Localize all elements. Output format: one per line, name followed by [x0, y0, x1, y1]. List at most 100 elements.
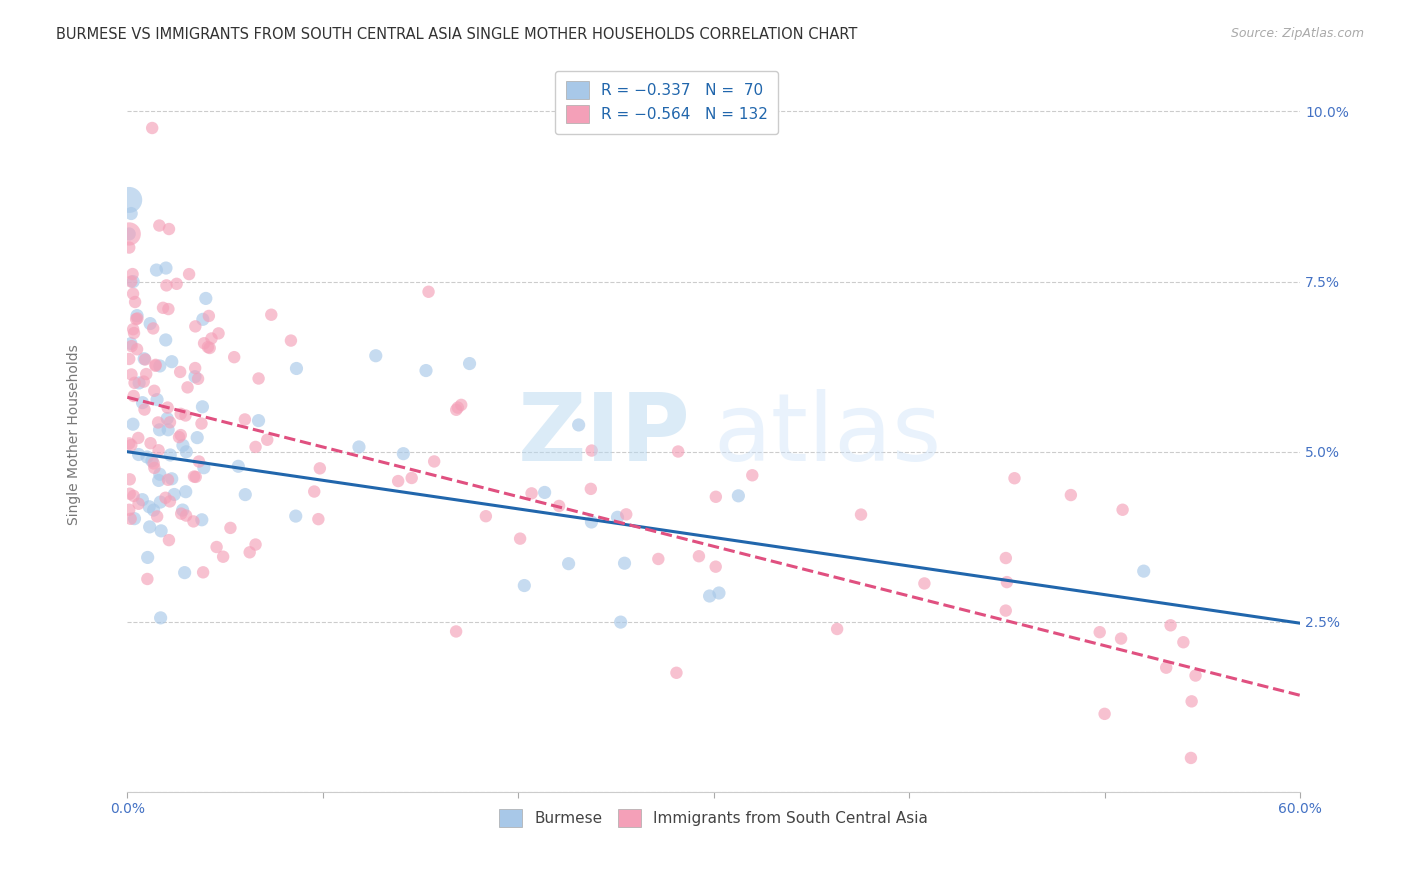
Point: [1160, 618, 1182, 632]
Point: [741, 468, 763, 483]
Point: [1111, 502, 1133, 516]
Point: [1173, 635, 1195, 649]
Point: [155, 333, 177, 347]
Point: [148, 423, 170, 437]
Point: [1004, 471, 1026, 485]
Point: [447, 401, 470, 415]
Point: [647, 552, 669, 566]
Point: [138, 500, 160, 514]
Point: [149, 467, 172, 482]
Point: [613, 556, 636, 570]
Point: [548, 499, 571, 513]
Point: [418, 285, 440, 299]
Point: [127, 431, 149, 445]
Point: [160, 472, 183, 486]
Point: [118, 472, 141, 486]
Point: [200, 331, 222, 345]
Point: [187, 372, 209, 386]
Point: [197, 340, 219, 354]
Point: [458, 357, 481, 371]
Point: [193, 460, 215, 475]
Point: [132, 375, 155, 389]
Point: [120, 512, 142, 526]
Point: [125, 309, 148, 323]
Point: [665, 665, 688, 680]
Point: [401, 471, 423, 485]
Point: [142, 457, 165, 471]
Point: [118, 193, 141, 207]
Point: [160, 354, 183, 368]
Point: [614, 508, 637, 522]
Point: [118, 241, 141, 255]
Point: [233, 487, 256, 501]
Point: [120, 368, 142, 382]
Point: [166, 277, 188, 291]
Point: [1181, 694, 1204, 708]
Point: [193, 336, 215, 351]
Point: [139, 436, 162, 450]
Point: [1180, 751, 1202, 765]
Point: [568, 417, 591, 432]
Point: [172, 503, 194, 517]
Point: [1088, 625, 1111, 640]
Text: Source: ZipAtlas.com: Source: ZipAtlas.com: [1230, 27, 1364, 40]
Point: [122, 322, 145, 336]
Point: [118, 502, 141, 516]
Point: [148, 474, 170, 488]
Point: [145, 359, 167, 373]
Point: [219, 521, 242, 535]
Point: [122, 417, 145, 432]
Point: [557, 557, 579, 571]
Point: [308, 461, 330, 475]
Point: [120, 438, 142, 452]
Point: [994, 551, 1017, 566]
Point: [191, 312, 214, 326]
Point: [579, 482, 602, 496]
Point: [142, 503, 165, 517]
Point: [155, 278, 177, 293]
Point: [128, 497, 150, 511]
Point: [1154, 661, 1177, 675]
Point: [143, 384, 166, 398]
Point: [136, 450, 159, 464]
Point: [131, 492, 153, 507]
Point: [138, 520, 160, 534]
Point: [118, 436, 141, 450]
Point: [188, 454, 211, 468]
Point: [1184, 668, 1206, 682]
Point: [177, 267, 200, 281]
Point: [285, 361, 308, 376]
Point: [149, 611, 172, 625]
Point: [146, 392, 169, 407]
Point: [247, 371, 270, 385]
Point: [142, 321, 165, 335]
Point: [186, 431, 208, 445]
Point: [172, 438, 194, 452]
Point: [423, 454, 446, 468]
Point: [184, 470, 207, 484]
Point: [170, 507, 193, 521]
Point: [167, 430, 190, 444]
Point: [699, 589, 721, 603]
Text: atlas: atlas: [714, 389, 942, 481]
Point: [157, 423, 180, 437]
Point: [245, 537, 267, 551]
Point: [387, 474, 409, 488]
Point: [183, 515, 205, 529]
Point: [121, 339, 143, 353]
Point: [475, 509, 498, 524]
Legend: Burmese, Immigrants from South Central Asia: Burmese, Immigrants from South Central A…: [492, 801, 935, 834]
Point: [513, 578, 536, 592]
Point: [198, 341, 221, 355]
Point: [183, 469, 205, 483]
Point: [184, 319, 207, 334]
Point: [121, 267, 143, 281]
Point: [135, 367, 157, 381]
Point: [280, 334, 302, 348]
Point: [122, 326, 145, 340]
Point: [191, 400, 214, 414]
Point: [239, 545, 262, 559]
Point: [1109, 632, 1132, 646]
Point: [347, 440, 370, 454]
Point: [169, 365, 191, 379]
